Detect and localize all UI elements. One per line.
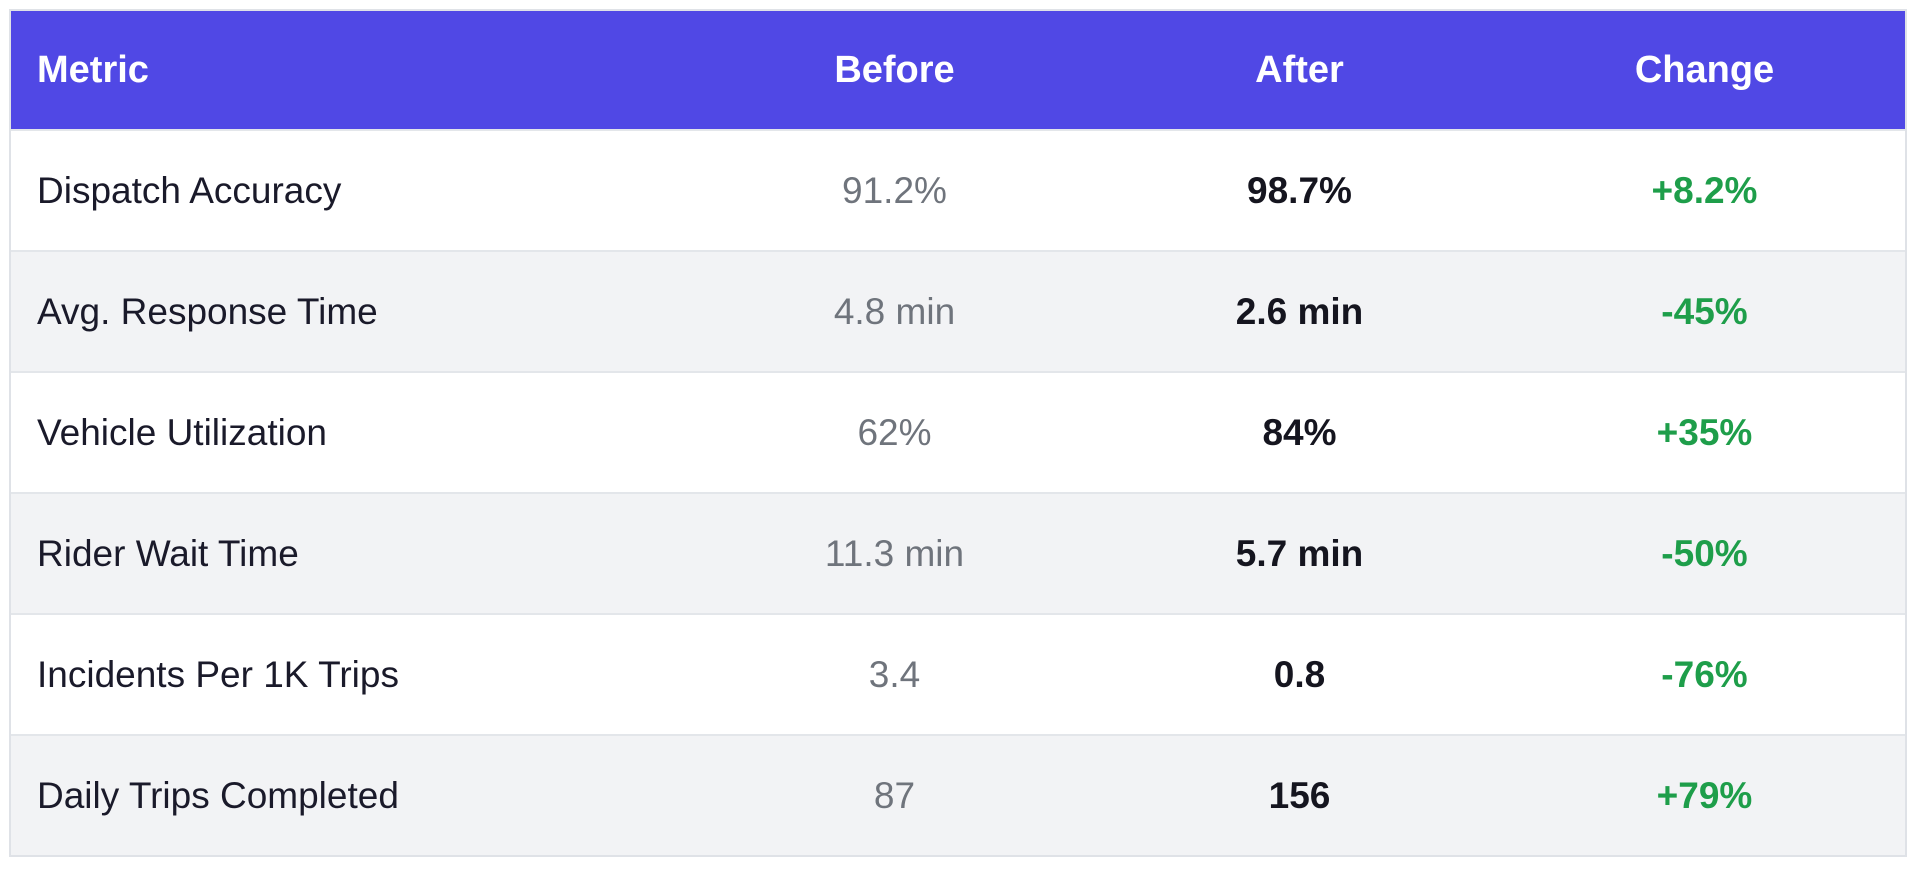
metric-cell: Incidents Per 1K Trips: [37, 653, 399, 695]
metric-cell: Daily Trips Completed: [37, 775, 399, 816]
comparison-table: Metric Before After Change Dispatch Accu…: [11, 11, 1905, 855]
before-cell: 3.4: [868, 653, 921, 695]
table-row: Avg. Response Time 4.8 min 2.6 min -45%: [11, 251, 1905, 372]
table-row: Rider Wait Time 11.3 min 5.7 min -50%: [11, 493, 1905, 614]
before-cell: 11.3 min: [824, 532, 965, 574]
before-cell: 4.8 min: [833, 290, 956, 332]
before-cell: 87: [873, 775, 916, 816]
metric-cell: Avg. Response Time: [37, 290, 378, 332]
after-cell: 84%: [1262, 411, 1337, 453]
header-metric: Metric: [37, 48, 149, 91]
table-row: Incidents Per 1K Trips 3.4 0.8 -76%: [11, 614, 1905, 735]
header-after: After: [1255, 48, 1344, 91]
table-row: Daily Trips Completed 87 156 +79%: [11, 735, 1905, 855]
after-cell: 98.7%: [1247, 169, 1352, 211]
after-cell: 156: [1268, 775, 1331, 816]
header-row: Metric Before After Change: [11, 11, 1905, 130]
change-cell: -50%: [1661, 532, 1748, 574]
change-cell: -76%: [1661, 653, 1748, 695]
before-cell: 91.2%: [842, 169, 947, 211]
comparison-table-container: Metric Before After Change Dispatch Accu…: [9, 9, 1907, 857]
table-row: Vehicle Utilization 62% 84% +35%: [11, 372, 1905, 493]
change-cell: +8.2%: [1651, 169, 1758, 211]
after-cell: 2.6 min: [1235, 290, 1364, 332]
change-cell: +79%: [1656, 775, 1753, 816]
change-cell: +35%: [1656, 411, 1753, 453]
before-cell: 62%: [857, 411, 932, 453]
metric-cell: Vehicle Utilization: [37, 411, 327, 453]
table-row: Dispatch Accuracy 91.2% 98.7% +8.2%: [11, 130, 1905, 251]
after-cell: 5.7 min: [1235, 532, 1364, 574]
change-cell: -45%: [1661, 290, 1748, 332]
metric-cell: Dispatch Accuracy: [37, 169, 342, 211]
header-change: Change: [1634, 48, 1775, 91]
after-cell: 0.8: [1273, 653, 1326, 695]
metric-cell: Rider Wait Time: [37, 532, 299, 574]
header-before: Before: [834, 48, 955, 91]
